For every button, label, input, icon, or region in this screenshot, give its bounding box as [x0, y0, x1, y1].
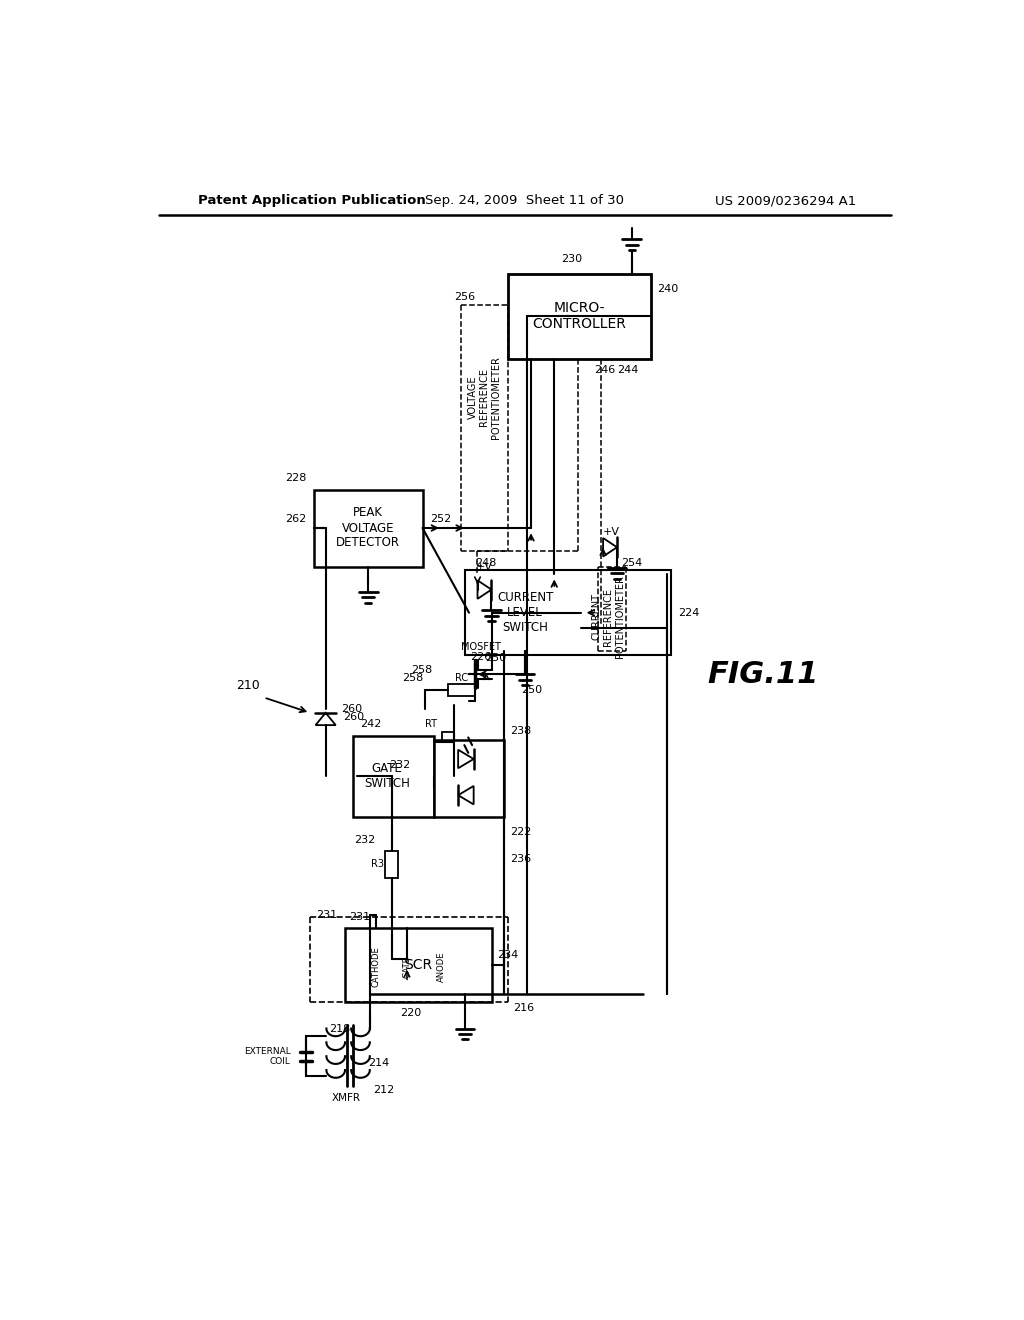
- Text: 224: 224: [678, 607, 699, 618]
- Text: 232: 232: [389, 760, 410, 770]
- Text: 254: 254: [622, 557, 642, 568]
- Text: 246: 246: [594, 366, 615, 375]
- Polygon shape: [477, 581, 492, 599]
- Bar: [465, 570, 671, 655]
- Text: 242: 242: [360, 719, 382, 730]
- Text: 262: 262: [285, 513, 306, 524]
- Text: MICRO-
CONTROLLER: MICRO- CONTROLLER: [532, 301, 627, 331]
- Bar: [442, 733, 455, 759]
- Text: CATHODE: CATHODE: [372, 946, 381, 987]
- Text: Patent Application Publication: Patent Application Publication: [198, 194, 426, 207]
- Text: FIG.11: FIG.11: [708, 660, 819, 689]
- Text: 236: 236: [510, 854, 531, 865]
- Text: EXTERNAL
COIL: EXTERNAL COIL: [244, 1047, 291, 1067]
- Bar: [434, 739, 504, 817]
- Text: 220: 220: [400, 1008, 422, 1018]
- Text: 232: 232: [353, 834, 375, 845]
- Text: 260: 260: [343, 711, 364, 722]
- Text: 238: 238: [510, 726, 531, 735]
- Text: 240: 240: [657, 284, 679, 294]
- Text: 216: 216: [513, 1003, 534, 1012]
- Text: SCR: SCR: [404, 958, 433, 972]
- Text: 248: 248: [475, 557, 497, 568]
- Text: 212: 212: [373, 1085, 394, 1096]
- Text: RC: RC: [455, 673, 468, 684]
- Text: PEAK
VOLTAGE
DETECTOR: PEAK VOLTAGE DETECTOR: [336, 507, 400, 549]
- Text: Sep. 24, 2009  Sheet 11 of 30: Sep. 24, 2009 Sheet 11 of 30: [425, 194, 625, 207]
- Text: 256: 256: [455, 292, 476, 302]
- Text: 214: 214: [369, 1059, 389, 1068]
- Text: 218: 218: [330, 1023, 351, 1034]
- Text: GATE: GATE: [402, 956, 412, 978]
- Text: 258: 258: [412, 665, 432, 676]
- Bar: [352, 737, 434, 817]
- Text: 231: 231: [316, 909, 337, 920]
- Text: CURRENT
LEVEL
SWITCH: CURRENT LEVEL SWITCH: [497, 591, 553, 634]
- Text: CURRENT
REFERENCE
POTENTIOMETER: CURRENT REFERENCE POTENTIOMETER: [592, 576, 625, 657]
- Text: 231: 231: [349, 912, 370, 921]
- Text: 226: 226: [470, 652, 492, 663]
- Text: 260: 260: [341, 704, 362, 714]
- Bar: [385, 851, 397, 878]
- Text: R3: R3: [371, 859, 384, 870]
- Text: GATE
SWITCH: GATE SWITCH: [365, 763, 411, 791]
- Text: 210: 210: [237, 680, 260, 693]
- Text: 250: 250: [521, 685, 542, 694]
- Text: ANODE: ANODE: [437, 952, 446, 982]
- Text: RT: RT: [425, 719, 437, 730]
- Text: US 2009/0236294 A1: US 2009/0236294 A1: [715, 194, 856, 207]
- Polygon shape: [603, 539, 617, 557]
- Text: +V: +V: [476, 561, 493, 572]
- Text: 234: 234: [497, 950, 518, 961]
- Text: XMFR: XMFR: [332, 1093, 361, 1102]
- Bar: [469, 574, 582, 651]
- Bar: [449, 684, 475, 696]
- Text: 244: 244: [617, 366, 639, 375]
- Text: VOLTAGE
REFERENCE
POTENTIOMETER: VOLTAGE REFERENCE POTENTIOMETER: [468, 355, 501, 438]
- Text: 250: 250: [485, 653, 507, 663]
- Bar: [314, 490, 423, 566]
- Text: +V: +V: [602, 527, 620, 537]
- Polygon shape: [315, 713, 336, 725]
- Text: MOSFET: MOSFET: [461, 643, 501, 652]
- Polygon shape: [458, 785, 474, 804]
- Text: 228: 228: [285, 473, 306, 483]
- Polygon shape: [458, 750, 474, 768]
- Bar: [345, 928, 493, 1002]
- Text: 222: 222: [510, 828, 531, 837]
- Text: 252: 252: [430, 513, 452, 524]
- Text: 258: 258: [402, 673, 424, 684]
- Bar: [508, 275, 651, 359]
- Text: 230: 230: [561, 253, 583, 264]
